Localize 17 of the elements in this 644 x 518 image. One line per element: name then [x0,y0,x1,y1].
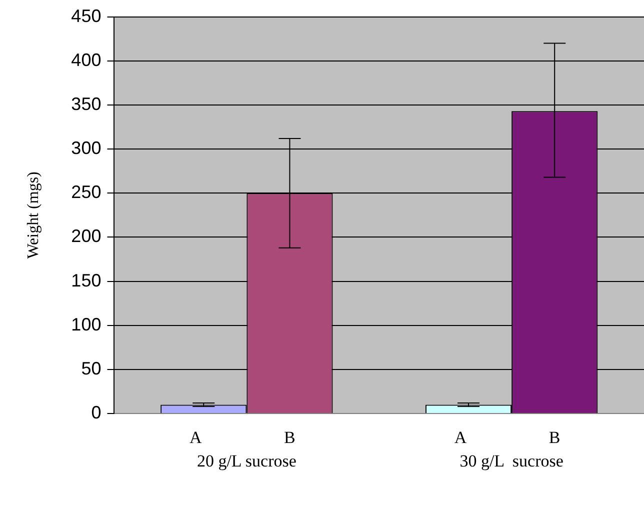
y-tick-label: 250 [71,182,102,202]
text: B [548,428,560,448]
series-label: A [189,428,202,448]
x-tick-label: 30 g/L sucrose [460,451,564,470]
y-tick-label: 200 [71,226,102,246]
text: A [454,428,467,448]
y-tick-label: 300 [71,138,102,158]
x-tick-label: 20 g/L sucrose [196,451,296,470]
y-tick-label: 400 [71,50,102,70]
y-tick-label: 150 [71,270,102,290]
series-label: B [284,428,296,448]
y-tick-label: 450 [71,6,102,26]
y-axis-title: Weight (mgs) [24,172,42,259]
y-tick-label: 50 [81,358,102,378]
y-tick-label: 100 [71,314,102,334]
y-tick-label: 350 [71,94,102,114]
y-tick-label: 0 [91,402,102,423]
